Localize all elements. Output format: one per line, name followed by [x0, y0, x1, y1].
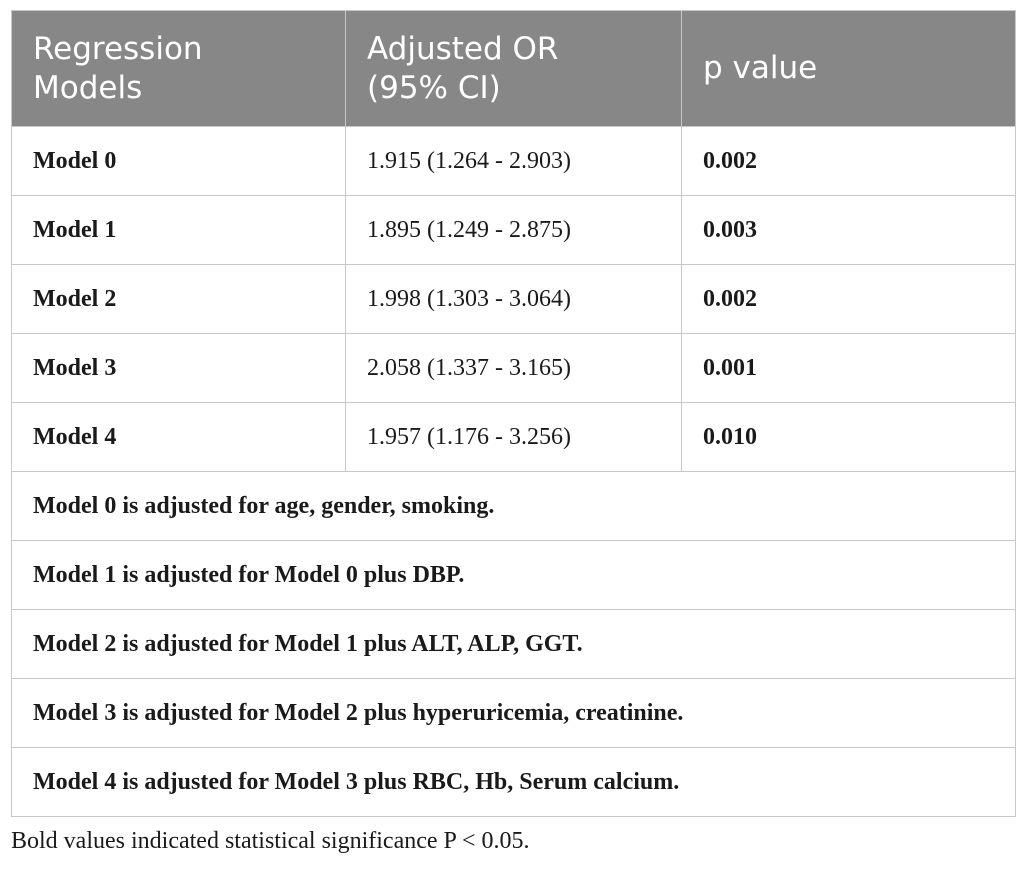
header-p-value: p value — [681, 10, 1016, 127]
or-ci-cell: 2.058 (1.337 - 3.165) — [345, 333, 682, 403]
or-ci-cell: 1.998 (1.303 - 3.064) — [345, 264, 682, 334]
or-ci-cell: 1.957 (1.176 - 3.256) — [345, 402, 682, 472]
model-note: Model 1 is adjusted for Model 0 plus DBP… — [11, 540, 1016, 610]
note-row: Model 1 is adjusted for Model 0 plus DBP… — [11, 540, 1016, 610]
model-note: Model 3 is adjusted for Model 2 plus hyp… — [11, 678, 1016, 748]
note-row: Model 2 is adjusted for Model 1 plus ALT… — [11, 609, 1016, 679]
model-note: Model 4 is adjusted for Model 3 plus RBC… — [11, 747, 1016, 817]
table-row: Model 4 1.957 (1.176 - 3.256) 0.010 — [11, 402, 1016, 472]
model-cell: Model 0 — [11, 126, 346, 196]
table-footnote: Bold values indicated statistical signif… — [11, 828, 530, 854]
note-row: Model 4 is adjusted for Model 3 plus RBC… — [11, 747, 1016, 817]
table-row: Model 0 1.915 (1.264 - 2.903) 0.002 — [11, 126, 1016, 196]
header-regression-models: Regression Models — [11, 10, 346, 127]
model-cell: Model 2 — [11, 264, 346, 334]
table-row: Model 1 1.895 (1.249 - 2.875) 0.003 — [11, 195, 1016, 265]
model-note: Model 2 is adjusted for Model 1 plus ALT… — [11, 609, 1016, 679]
p-value-cell: 0.003 — [681, 195, 1016, 265]
model-cell: Model 3 — [11, 333, 346, 403]
p-value-cell: 0.002 — [681, 264, 1016, 334]
table-body: Model 0 1.915 (1.264 - 2.903) 0.002 Mode… — [11, 126, 1016, 817]
p-value-cell: 0.002 — [681, 126, 1016, 196]
model-cell: Model 4 — [11, 402, 346, 472]
model-cell: Model 1 — [11, 195, 346, 265]
header-row: Regression Models Adjusted OR (95% CI) p v… — [11, 10, 1016, 127]
or-ci-cell: 1.915 (1.264 - 2.903) — [345, 126, 682, 196]
table-row: Model 3 2.058 (1.337 - 3.165) 0.001 — [11, 333, 1016, 403]
table-header: Regression Models Adjusted OR (95% CI) p v… — [11, 10, 1016, 127]
table-row: Model 2 1.998 (1.303 - 3.064) 0.002 — [11, 264, 1016, 334]
regression-table: Regression Models Adjusted OR (95% CI) p v… — [11, 10, 1016, 817]
p-value-cell: 0.010 — [681, 402, 1016, 472]
p-value-cell: 0.001 — [681, 333, 1016, 403]
note-row: Model 0 is adjusted for age, gender, smo… — [11, 471, 1016, 541]
header-adjusted-or: Adjusted OR (95% CI) — [345, 10, 682, 127]
note-row: Model 3 is adjusted for Model 2 plus hyp… — [11, 678, 1016, 748]
or-ci-cell: 1.895 (1.249 - 2.875) — [345, 195, 682, 265]
model-note: Model 0 is adjusted for age, gender, smo… — [11, 471, 1016, 541]
